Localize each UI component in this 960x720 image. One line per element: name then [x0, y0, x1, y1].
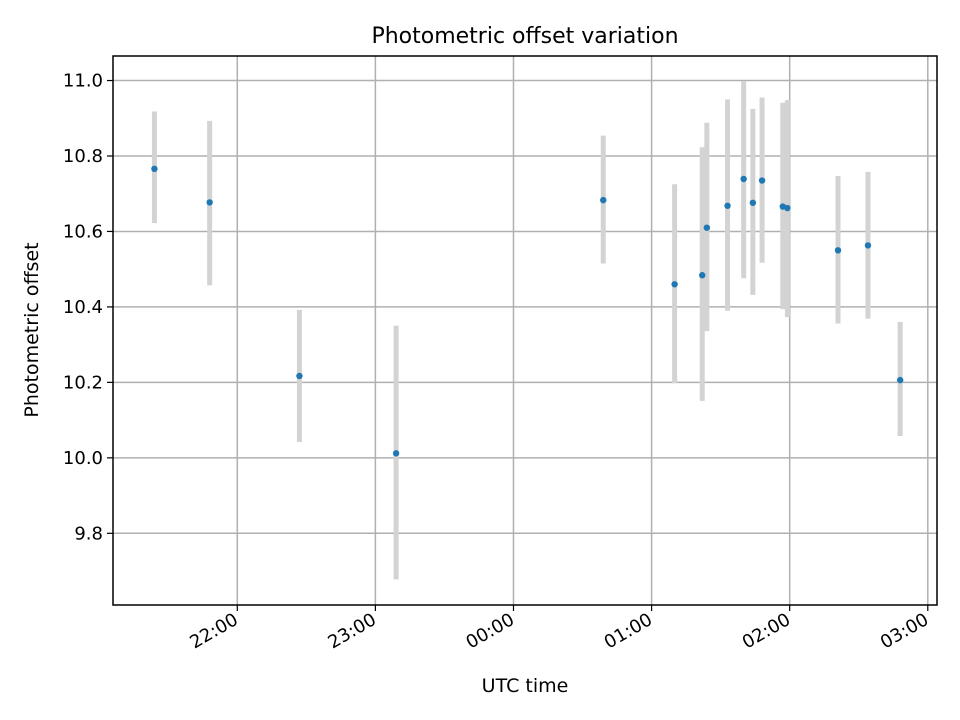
data-point [724, 202, 731, 209]
data-point [864, 242, 872, 249]
chart-title: Photometric offset variation [371, 24, 678, 49]
data-point [699, 272, 706, 279]
data-point [740, 175, 747, 183]
y-tick-label: 10.2 [63, 372, 103, 393]
data-points [151, 165, 904, 457]
grid [113, 56, 937, 605]
data-point [206, 199, 213, 206]
data-point [749, 199, 757, 206]
data-point [296, 372, 303, 380]
y-tick-label: 10.0 [63, 448, 103, 469]
y-axis-label: Photometric offset [21, 242, 43, 417]
data-point [151, 165, 158, 173]
data-point [392, 450, 400, 457]
data-point [896, 376, 904, 384]
y-tick-label: 9.8 [74, 523, 103, 544]
data-point [784, 204, 791, 212]
data-point [834, 247, 842, 254]
y-tick-label: 10.4 [63, 297, 103, 318]
y-tick-label: 11.0 [63, 71, 103, 92]
data-point [600, 196, 607, 204]
plot-frame [112, 55, 938, 606]
data-point [671, 281, 678, 288]
y-tick-label: 10.6 [63, 221, 103, 242]
x-axis-label: UTC time [482, 675, 569, 697]
y-tick-label: 10.8 [63, 146, 103, 167]
data-point [703, 224, 711, 231]
data-point [758, 177, 766, 184]
